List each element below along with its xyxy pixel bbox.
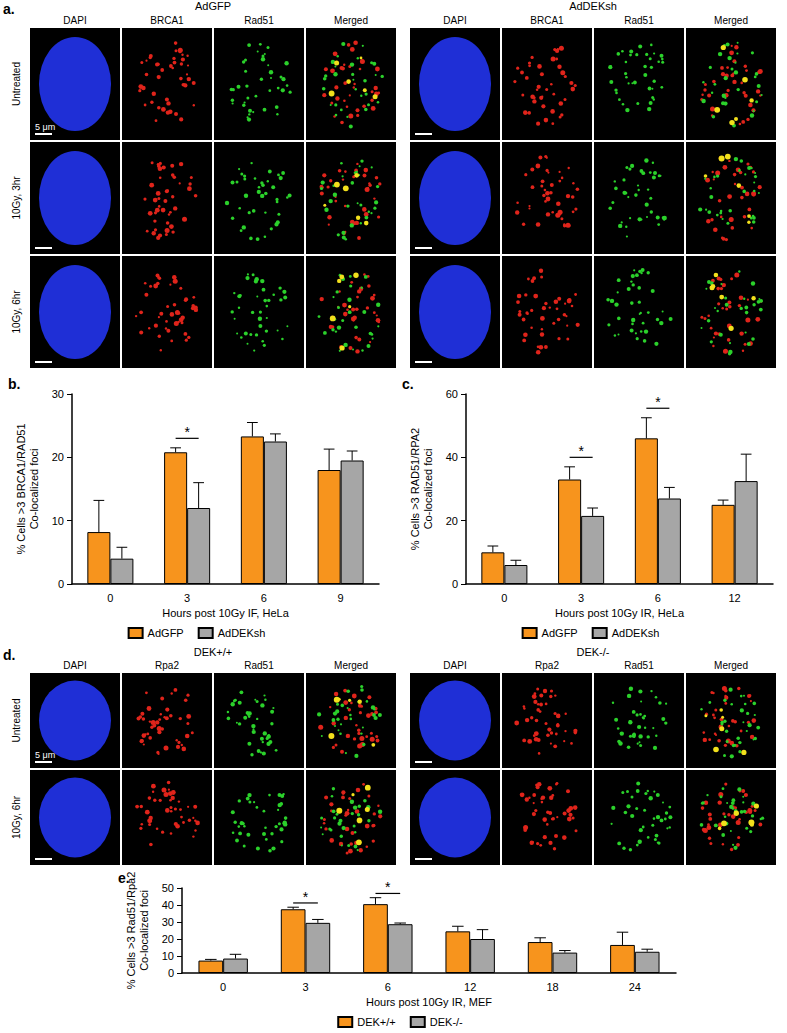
- svg-text:3: 3: [302, 981, 308, 993]
- svg-text:Untreated: Untreated: [11, 62, 22, 106]
- svg-text:Rad51: Rad51: [244, 15, 274, 26]
- svg-text:Merged: Merged: [334, 15, 368, 26]
- svg-text:c.: c.: [402, 376, 414, 392]
- svg-text:DEK+/+: DEK+/+: [357, 1016, 396, 1028]
- svg-text:DAPI: DAPI: [63, 15, 86, 26]
- svg-text:0: 0: [168, 967, 174, 979]
- svg-text:Merged: Merged: [714, 15, 748, 26]
- svg-text:DEK-/-: DEK-/-: [577, 646, 610, 658]
- svg-text:DEK-/-: DEK-/-: [430, 1016, 463, 1028]
- svg-text:Co-localized foci: Co-localized foci: [28, 449, 40, 530]
- svg-text:50: 50: [162, 882, 174, 894]
- svg-text:e.: e.: [118, 870, 130, 886]
- svg-text:AdDEKsh: AdDEKsh: [218, 627, 266, 639]
- svg-text:Rpa2: Rpa2: [535, 660, 559, 671]
- svg-text:20: 20: [446, 515, 458, 527]
- svg-text:DAPI: DAPI: [443, 15, 466, 26]
- svg-text:3: 3: [578, 592, 584, 604]
- svg-text:d.: d.: [3, 647, 15, 663]
- svg-text:AdGFP: AdGFP: [542, 627, 578, 639]
- svg-text:Co-localized foci: Co-localized foci: [422, 449, 434, 530]
- svg-text:AdGFP: AdGFP: [148, 627, 184, 639]
- svg-text:30: 30: [52, 388, 64, 400]
- svg-text:Hours post 10Gy IR, HeLa: Hours post 10Gy IR, HeLa: [555, 607, 685, 619]
- svg-text:18: 18: [546, 981, 558, 993]
- svg-text:DAPI: DAPI: [63, 660, 86, 671]
- svg-text:Co-localized foci: Co-localized foci: [138, 890, 150, 971]
- svg-text:60: 60: [446, 388, 458, 400]
- svg-text:12: 12: [464, 981, 476, 993]
- svg-text:3: 3: [184, 592, 190, 604]
- svg-text:10: 10: [52, 515, 64, 527]
- svg-text:AdGFP: AdGFP: [195, 0, 231, 12]
- svg-text:0: 0: [107, 592, 113, 604]
- svg-text:12: 12: [729, 592, 741, 604]
- svg-text:40: 40: [446, 451, 458, 463]
- svg-text:0: 0: [58, 578, 64, 590]
- svg-text:20: 20: [162, 933, 174, 945]
- svg-text:Rpa2: Rpa2: [155, 660, 179, 671]
- svg-text:Merged: Merged: [714, 660, 748, 671]
- svg-text:a.: a.: [3, 1, 15, 17]
- svg-text:Rad51: Rad51: [624, 15, 654, 26]
- svg-text:AdDEKsh: AdDEKsh: [612, 627, 660, 639]
- svg-text:Rad51: Rad51: [244, 660, 274, 671]
- svg-text:6: 6: [655, 592, 661, 604]
- svg-text:20: 20: [52, 451, 64, 463]
- svg-text:*: *: [184, 424, 190, 440]
- svg-text:5 μm: 5 μm: [35, 122, 55, 132]
- svg-text:10Gy, 6hr: 10Gy, 6hr: [11, 290, 22, 334]
- svg-text:*: *: [655, 394, 661, 410]
- svg-text:AdDEKsh: AdDEKsh: [569, 0, 617, 12]
- svg-text:Hours post 10Gy IR, MEF: Hours post 10Gy IR, MEF: [366, 996, 492, 1008]
- svg-text:BRCA1: BRCA1: [530, 15, 564, 26]
- svg-text:0: 0: [501, 592, 507, 604]
- svg-text:*: *: [385, 879, 391, 895]
- svg-text:DAPI: DAPI: [443, 660, 466, 671]
- svg-text:0: 0: [220, 981, 226, 993]
- svg-text:Merged: Merged: [334, 660, 368, 671]
- svg-text:% Cells >3 Rad51/Rpa2: % Cells >3 Rad51/Rpa2: [125, 872, 137, 990]
- svg-text:40: 40: [162, 899, 174, 911]
- svg-text:b.: b.: [8, 376, 20, 392]
- svg-text:9: 9: [338, 592, 344, 604]
- svg-text:30: 30: [162, 916, 174, 928]
- svg-text:% Cells >3 BRCA1/RAD51: % Cells >3 BRCA1/RAD51: [15, 423, 27, 554]
- svg-text:% Cells >3 RAD51/RPA2: % Cells >3 RAD51/RPA2: [409, 428, 421, 550]
- svg-text:Untreated: Untreated: [11, 699, 22, 743]
- svg-text:0: 0: [452, 578, 458, 590]
- svg-text:BRCA1: BRCA1: [150, 15, 184, 26]
- svg-text:10Gy, 3hr: 10Gy, 3hr: [11, 176, 22, 220]
- svg-text:10: 10: [162, 950, 174, 962]
- svg-text:10Gy, 6hr: 10Gy, 6hr: [11, 795, 22, 839]
- svg-text:5 μm: 5 μm: [35, 750, 55, 760]
- svg-text:*: *: [578, 443, 584, 459]
- svg-text:*: *: [303, 889, 309, 905]
- svg-text:6: 6: [261, 592, 267, 604]
- svg-text:6: 6: [385, 981, 391, 993]
- svg-text:Hours post 10Gy IF, HeLa: Hours post 10Gy IF, HeLa: [162, 607, 289, 619]
- svg-text:24: 24: [629, 981, 641, 993]
- svg-text:Rad51: Rad51: [624, 660, 654, 671]
- svg-text:DEK+/+: DEK+/+: [194, 646, 233, 658]
